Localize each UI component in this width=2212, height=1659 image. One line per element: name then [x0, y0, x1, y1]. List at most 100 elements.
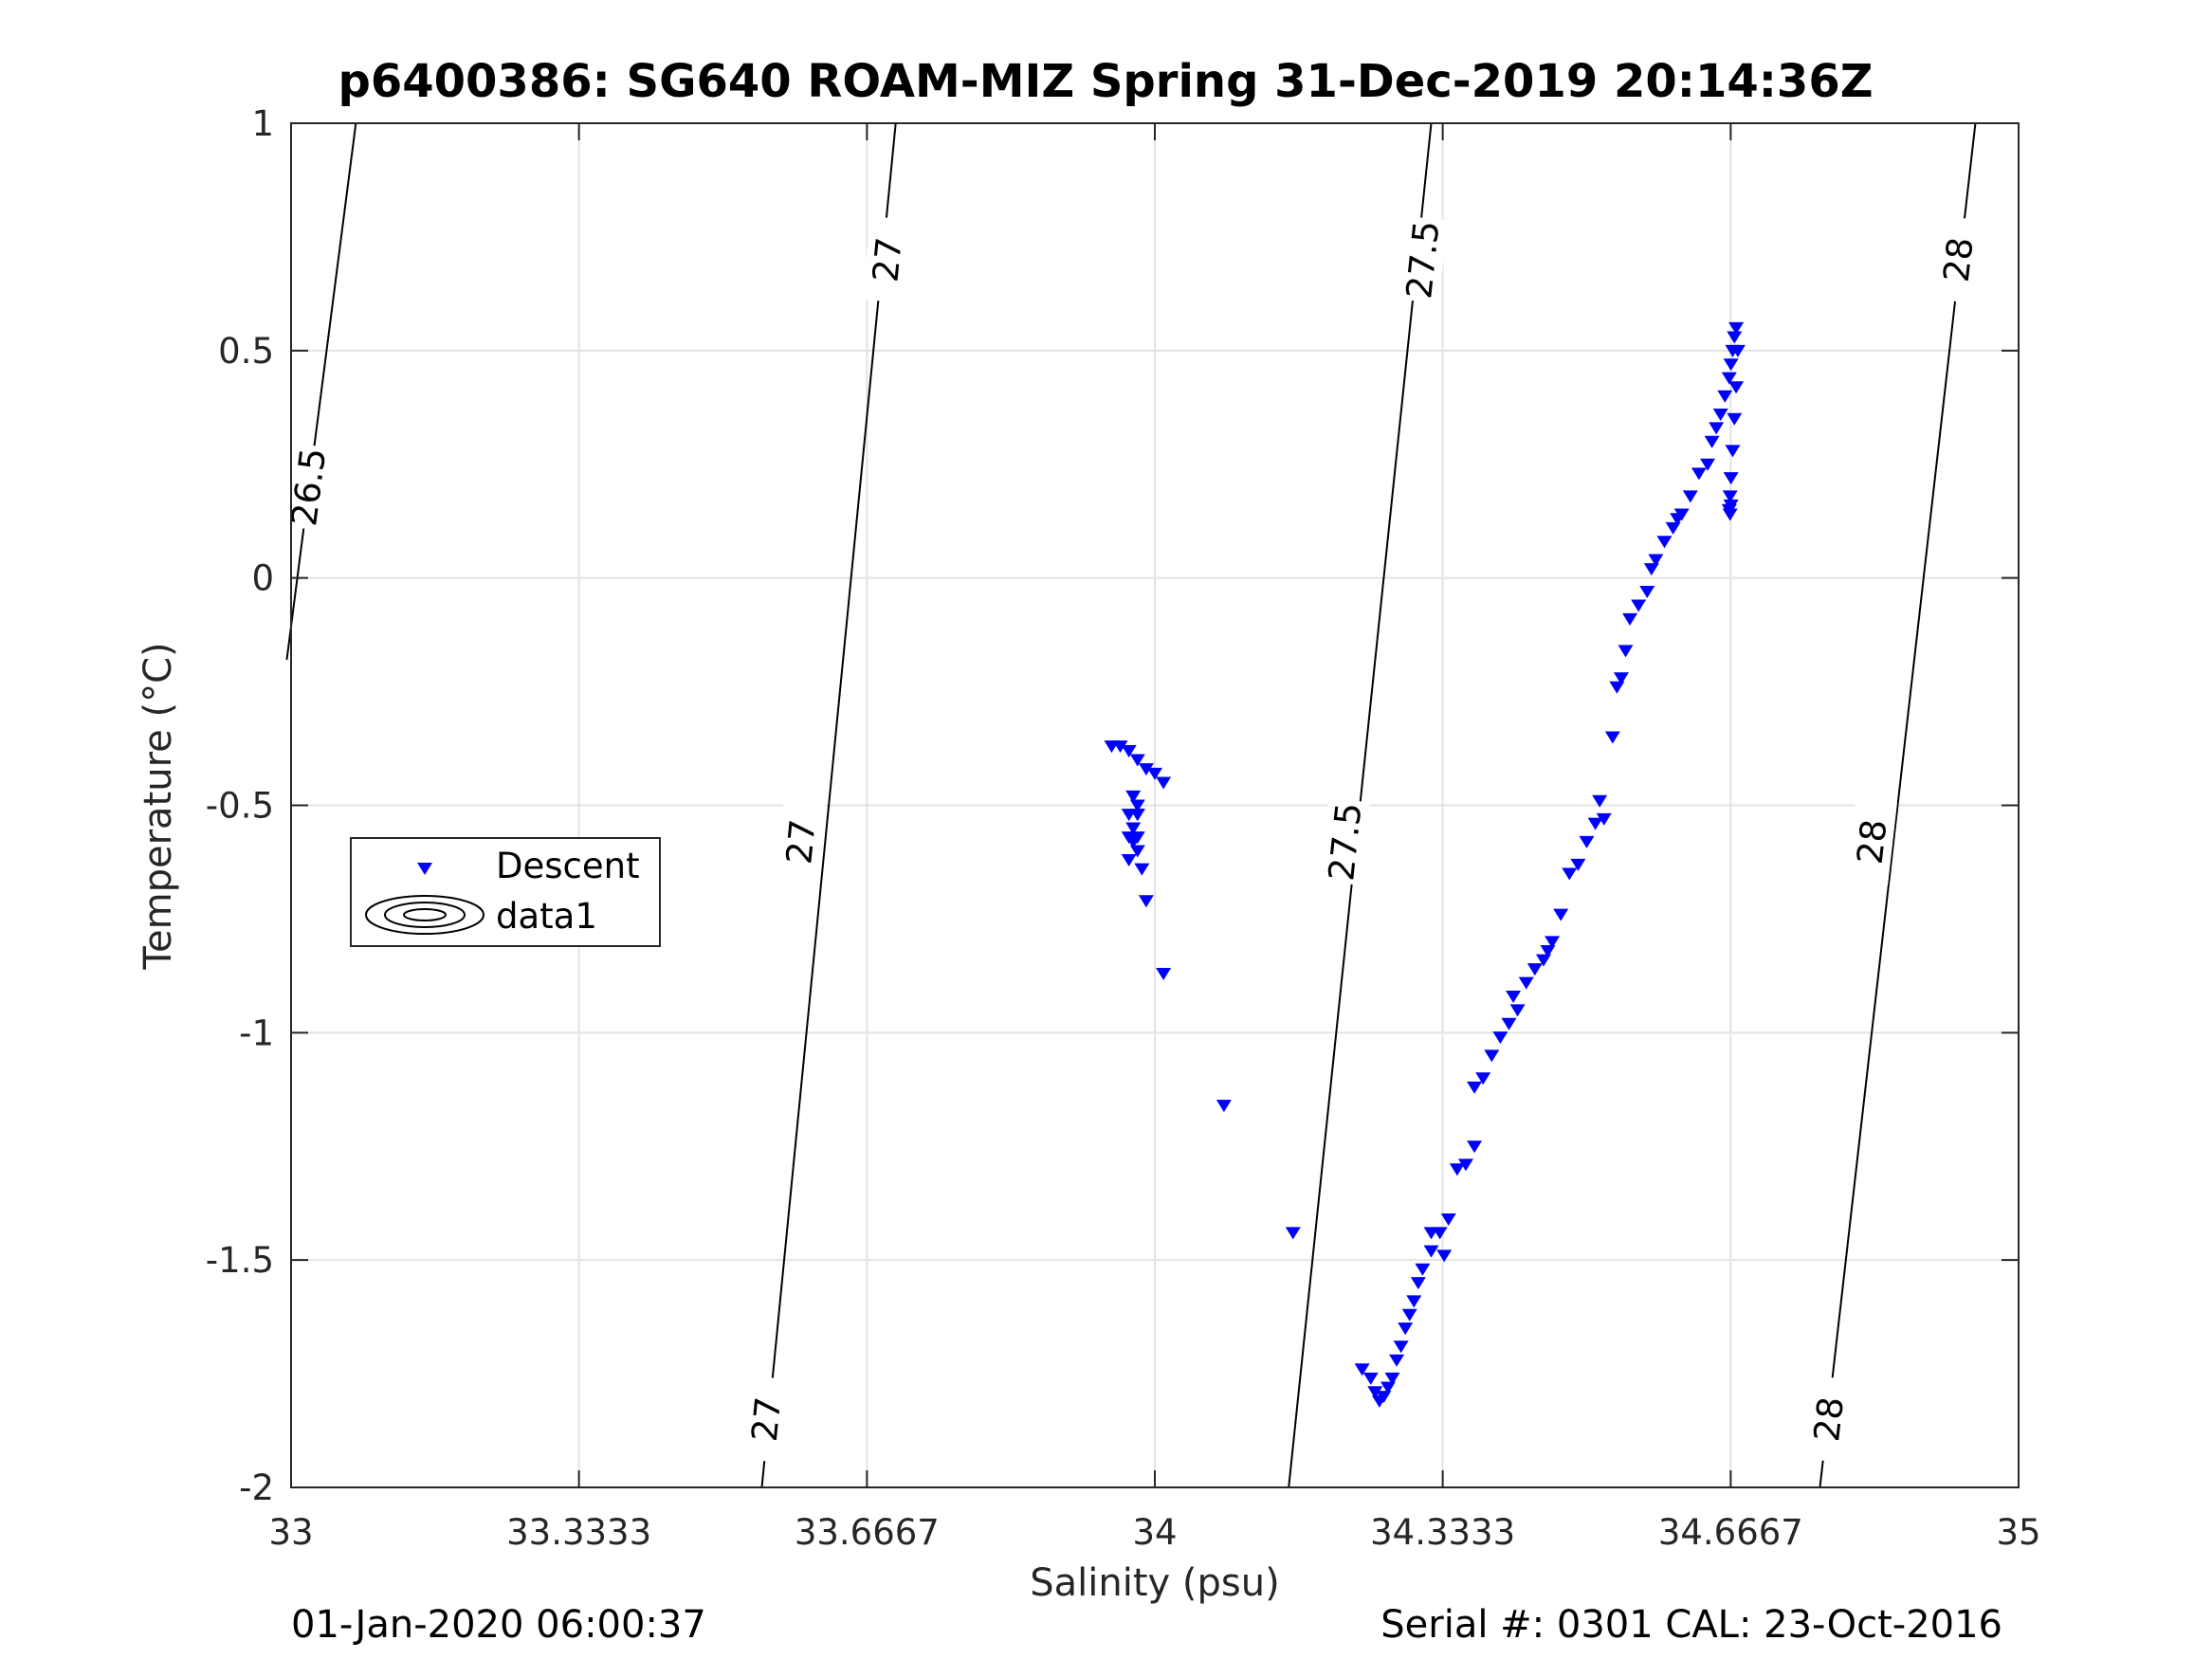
contour-label: 27 [778, 817, 823, 866]
y-tick-label: -1.5 [206, 1240, 274, 1281]
descent-point [1393, 1340, 1409, 1354]
descent-point [1712, 408, 1728, 421]
y-tick-label: -1 [239, 1012, 274, 1053]
x-axis: 33 33.3333 33.6667 34 34.3333 34.6667 35 [268, 123, 2041, 1553]
descent-point [1380, 1381, 1396, 1395]
y-tick-label: 0.5 [218, 331, 274, 372]
descent-point [1129, 831, 1145, 845]
x-tick-label: 33.6667 [795, 1512, 940, 1553]
contour-label-bg [862, 215, 912, 303]
contour-label: 28 [1850, 817, 1895, 866]
grid-lines [291, 123, 2019, 1487]
descent-point [1540, 944, 1556, 957]
descent-point [1579, 835, 1595, 848]
descent-point [1129, 754, 1145, 767]
x-tick-label: 33 [268, 1512, 313, 1553]
footer-serial-cal: Serial #: 0301 CAL: 23-Oct-2016 [1380, 1603, 2002, 1647]
contour-label-bg [282, 443, 335, 532]
descent-point [1526, 963, 1543, 976]
contour-label: 27.5 [1321, 801, 1369, 883]
descent-point [1147, 767, 1162, 780]
descent-point [1121, 854, 1137, 867]
contour-label-bg [1846, 797, 1897, 886]
descent-point [1125, 822, 1142, 835]
descent-point [1729, 344, 1746, 357]
descent-point [1492, 1031, 1508, 1045]
x-tick-label: 34.3333 [1370, 1512, 1515, 1553]
contour-label-bg [1397, 215, 1448, 303]
descent-point [1727, 331, 1743, 344]
descent-point [1725, 445, 1741, 458]
contour-label: 27.5 [1398, 219, 1447, 301]
descent-point [1728, 321, 1745, 335]
y-axis: -2 -1.5 -1 -0.5 0 0.5 1 [206, 103, 2019, 1508]
legend-box [350, 837, 661, 947]
y-tick-label: -0.5 [206, 786, 274, 827]
descent-point [1423, 1227, 1439, 1240]
descent-point [1423, 1245, 1439, 1258]
chart-title: p6400386: SG640 ROAM-MIZ Spring 31-Dec-2… [338, 55, 1873, 108]
isopycnal-line [1819, 122, 1977, 1488]
descent-point [1682, 490, 1698, 503]
contour-label: 28 [1936, 235, 1982, 284]
descent-point [1506, 990, 1522, 1003]
descent-point [1721, 372, 1737, 385]
descent-point [1436, 1249, 1453, 1263]
descent-point [1709, 422, 1725, 435]
descent-point [1467, 1081, 1483, 1094]
descent-point [1138, 763, 1154, 776]
descent-point [1722, 490, 1738, 503]
descent-point [1406, 1295, 1422, 1308]
descent-point [1643, 563, 1659, 576]
contour-label: 27 [865, 235, 909, 283]
descent-point [1609, 681, 1625, 694]
descent-point [1723, 472, 1739, 485]
legend-descent-marker [417, 863, 432, 875]
descent-point [1415, 1263, 1431, 1276]
contour-label-bg [776, 797, 826, 885]
descent-point [1622, 612, 1638, 626]
descent-point [1592, 794, 1608, 808]
descent-point [1467, 1140, 1483, 1154]
descent-point [1216, 1100, 1232, 1113]
contour-label-bg [1932, 215, 1984, 304]
descent-point [1673, 508, 1690, 521]
descent-point [1717, 390, 1733, 403]
x-tick-label: 34 [1132, 1512, 1177, 1553]
descent-point [1475, 1072, 1491, 1085]
contour-label-bg [1319, 797, 1370, 885]
descent-point [1665, 521, 1681, 535]
descent-point [1639, 586, 1655, 599]
descent-point [1722, 508, 1738, 521]
descent-point [1570, 858, 1586, 871]
descent-point [1125, 790, 1142, 803]
descent-point [1727, 412, 1743, 426]
descent-point [1596, 812, 1612, 826]
descent-point [1354, 1363, 1370, 1376]
contour-label-bg [740, 1376, 792, 1463]
descent-point [1704, 435, 1720, 448]
descent-point [1134, 863, 1150, 876]
y-tick-label: 1 [251, 103, 274, 144]
descent-point [1129, 799, 1145, 812]
legend-contour-icon [365, 895, 484, 935]
descent-point [1112, 740, 1128, 754]
descent-point [1156, 967, 1172, 980]
descent-point [1389, 1354, 1405, 1367]
descent-point [1484, 1049, 1500, 1063]
y-tick-label: 0 [251, 558, 274, 599]
descent-point [1376, 1391, 1392, 1404]
descent-point [1401, 1308, 1417, 1322]
contour-label: 28 [1806, 1395, 1852, 1444]
descent-point [1501, 1017, 1517, 1030]
descent-point [1398, 1322, 1414, 1336]
descent-point [1518, 976, 1534, 990]
descent-point [1362, 1372, 1379, 1385]
descent-point [1604, 731, 1620, 744]
descent-point [1587, 817, 1603, 830]
x-axis-label: Salinity (psu) [1030, 1561, 1279, 1605]
descent-point [1562, 867, 1578, 881]
x-tick-label: 34.6667 [1658, 1512, 1803, 1553]
descent-point [1656, 536, 1673, 549]
